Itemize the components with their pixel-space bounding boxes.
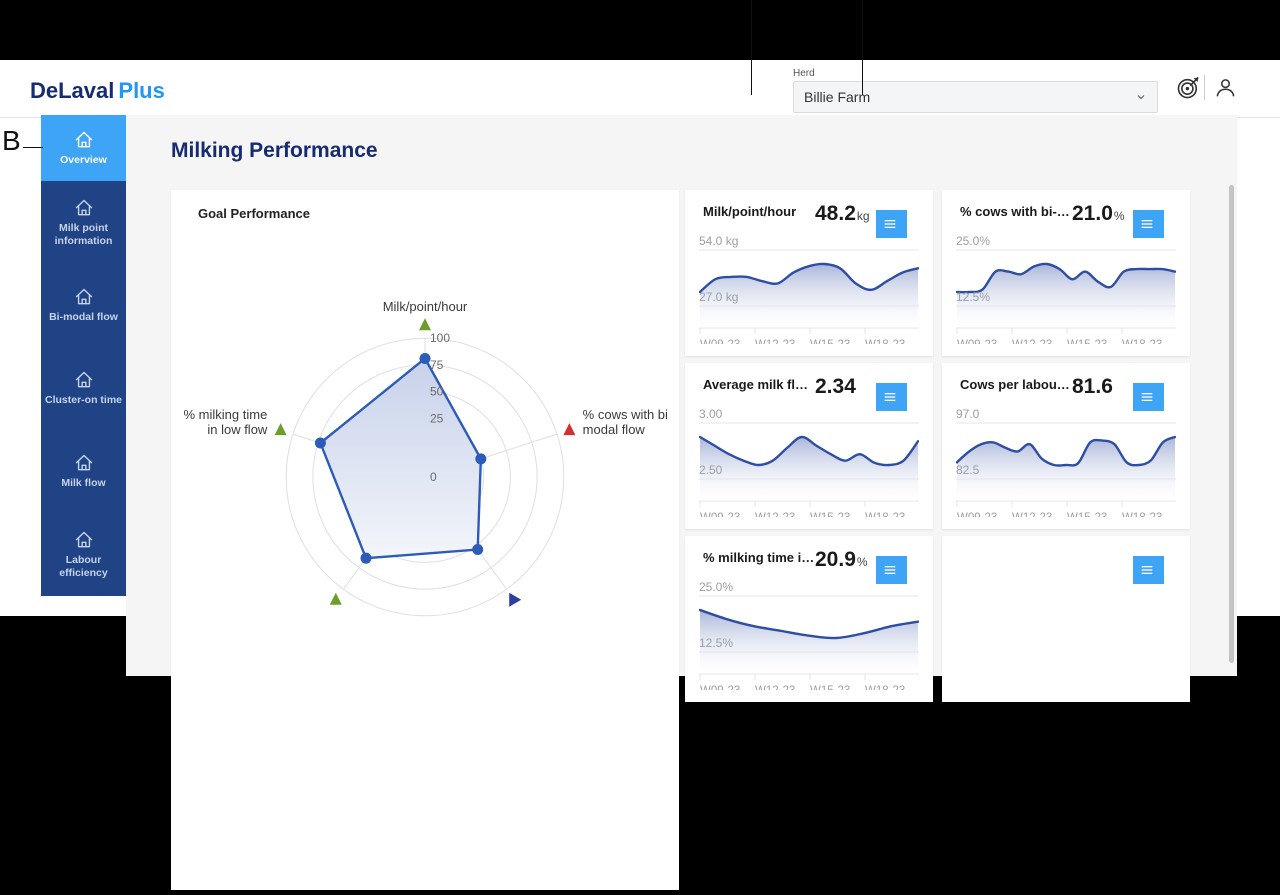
svg-text:2.50: 2.50 [699,463,723,477]
svg-text:W18-23: W18-23 [1122,512,1162,517]
svg-text:W18-23: W18-23 [865,685,905,690]
svg-text:50: 50 [430,385,444,399]
svg-text:W09-23: W09-23 [957,339,997,344]
svg-text:25: 25 [430,411,444,425]
svg-text:W09-23: W09-23 [957,512,997,517]
svg-text:W15-23: W15-23 [810,685,850,690]
svg-text:Milk/point/hour: Milk/point/hour [383,299,468,314]
svg-text:W12-23: W12-23 [755,339,795,344]
svg-text:75: 75 [430,358,444,372]
svg-text:W12-23: W12-23 [1012,512,1052,517]
svg-text:0: 0 [430,470,437,484]
svg-text:W09-23: W09-23 [700,512,740,517]
svg-text:W12-23: W12-23 [1012,339,1052,344]
svg-text:W18-23: W18-23 [865,339,905,344]
svg-text:W18-23: W18-23 [1122,339,1162,344]
svg-text:12.5%: 12.5% [956,290,990,304]
svg-text:W15-23: W15-23 [1067,512,1107,517]
svg-text:27.0 kg: 27.0 kg [699,290,738,304]
svg-text:W12-23: W12-23 [755,512,795,517]
svg-text:W09-23: W09-23 [700,339,740,344]
svg-text:W15-23: W15-23 [1067,339,1107,344]
svg-text:54.0 kg: 54.0 kg [699,236,738,248]
svg-text:82.5: 82.5 [956,463,980,477]
svg-text:W18-23: W18-23 [865,512,905,517]
svg-text:100: 100 [430,331,450,345]
svg-text:W15-23: W15-23 [810,339,850,344]
svg-text:3.00: 3.00 [699,409,723,421]
svg-text:W15-23: W15-23 [810,512,850,517]
svg-text:W12-23: W12-23 [755,685,795,690]
svg-text:W09-23: W09-23 [700,685,740,690]
svg-text:25.0%: 25.0% [956,236,990,248]
svg-text:97.0: 97.0 [956,409,980,421]
svg-text:25.0%: 25.0% [699,582,733,594]
svg-text:12.5%: 12.5% [699,636,733,650]
